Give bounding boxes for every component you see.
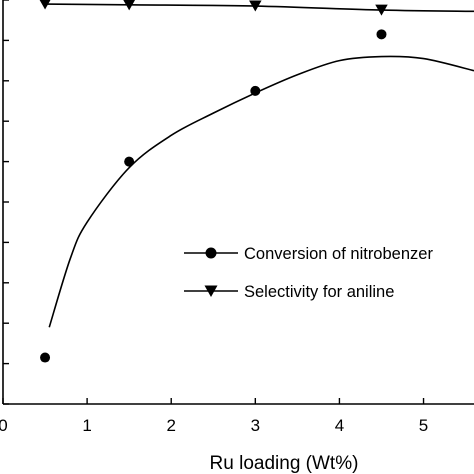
x-tick-label-3: 3 xyxy=(251,416,260,435)
selectivity-point-2 xyxy=(249,0,262,12)
axes: 0 1 2 3 4 5 xyxy=(0,0,474,435)
selectivity-point-3 xyxy=(375,4,388,16)
legend-marker-selectivity xyxy=(204,285,218,297)
legend-marker-conversion xyxy=(205,247,217,259)
legend-label-conversion: Conversion of nitrobenzer xyxy=(244,245,433,263)
x-tick-label-5: 5 xyxy=(419,416,428,435)
conversion-point-1 xyxy=(124,156,135,167)
conversion-point-3 xyxy=(376,29,387,40)
selectivity-point-0 xyxy=(39,0,51,10)
selectivity-point-1 xyxy=(123,0,136,11)
legend: Conversion of nitrobenzer Selectivity fo… xyxy=(184,245,433,301)
conversion-point-0 xyxy=(40,352,51,363)
x-tick-label-2: 2 xyxy=(166,416,175,435)
x-axis-title: Ru loading (Wt%) xyxy=(210,453,359,474)
data-markers xyxy=(39,0,388,363)
conversion-point-2 xyxy=(250,85,261,96)
legend-label-selectivity: Selectivity for aniline xyxy=(244,283,394,301)
x-tick-label-0: 0 xyxy=(0,416,8,435)
x-tick-label-1: 1 xyxy=(82,416,91,435)
fit-curves xyxy=(45,3,474,328)
x-tick-label-4: 4 xyxy=(335,416,344,435)
fit-curve-conversion xyxy=(48,55,474,328)
fit-curve-selectivity xyxy=(45,3,474,13)
